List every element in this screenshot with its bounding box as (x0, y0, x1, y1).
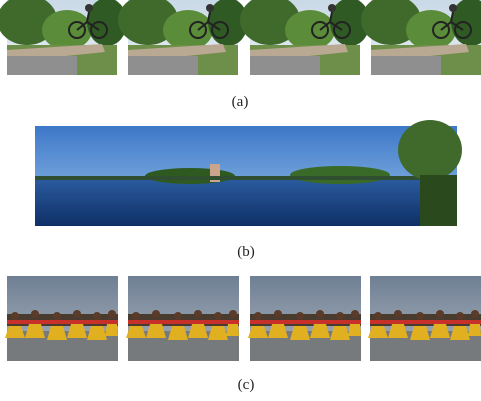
panorama (35, 120, 462, 226)
image (0, 0, 128, 76)
image (126, 276, 239, 361)
panel-a-images (0, 0, 481, 76)
caption: (a) (232, 94, 249, 110)
image (248, 276, 361, 361)
image (239, 0, 371, 76)
caption: (b) (237, 244, 255, 260)
image (117, 0, 249, 76)
image (368, 276, 481, 361)
panel-c-images (5, 276, 481, 361)
image (5, 276, 118, 361)
caption: (c) (238, 377, 255, 393)
image (360, 0, 481, 76)
